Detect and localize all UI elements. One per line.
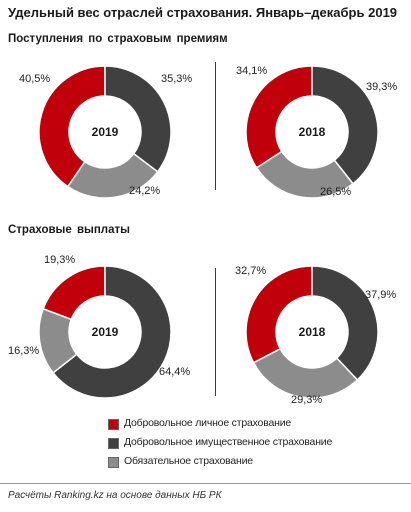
section-title-premiums: Поступления по страховым премиям xyxy=(8,33,228,45)
donut-center-year: 2019 xyxy=(92,125,119,139)
slice-voluntary-personal xyxy=(245,65,313,169)
divider-line xyxy=(215,62,216,190)
value-label: 16,3% xyxy=(8,345,40,357)
slice-voluntary-property xyxy=(311,65,379,185)
legend-swatch xyxy=(108,438,119,449)
chart-title: Удельный вес отраслей страхования. Январ… xyxy=(8,5,398,20)
source-note: Расчёты Ranking.kz на основе данных НБ Р… xyxy=(8,490,222,501)
legend-label: Добровольное личное страхование xyxy=(124,417,291,429)
value-label: 39,3% xyxy=(366,81,398,93)
slice-voluntary-property xyxy=(311,265,379,381)
value-label: 32,7% xyxy=(235,265,267,277)
value-label: 40,5% xyxy=(19,73,51,85)
slice-mandatory xyxy=(66,152,159,199)
value-label: 19,3% xyxy=(44,254,76,266)
slice-voluntary-property xyxy=(52,265,172,399)
donut-premiums-2019: 2019 xyxy=(35,62,175,202)
slice-voluntary-property xyxy=(104,65,172,173)
source-divider xyxy=(0,483,411,484)
donut-payouts-2018: 2018 xyxy=(242,262,382,402)
donut-center-year: 2018 xyxy=(299,325,326,339)
value-label: 26,5% xyxy=(320,186,352,198)
slice-mandatory xyxy=(38,307,78,374)
section-title-payouts: Страховые выплаты xyxy=(8,224,130,236)
legend-label: Обязательное страхование xyxy=(124,455,253,467)
slice-mandatory xyxy=(255,150,355,199)
slice-voluntary-personal xyxy=(42,265,106,321)
legend-swatch xyxy=(108,457,119,468)
slice-voluntary-personal xyxy=(38,65,106,188)
divider-line xyxy=(215,268,216,396)
value-label: 64,4% xyxy=(159,366,191,378)
legend-swatch xyxy=(108,419,119,430)
value-label: 24,2% xyxy=(129,185,161,197)
slice-voluntary-personal xyxy=(245,265,313,364)
donut-center-year: 2018 xyxy=(299,125,326,139)
value-label: 34,1% xyxy=(236,65,268,77)
slice-mandatory xyxy=(252,347,359,399)
legend-label: Добровольное имущественное страхование xyxy=(124,436,333,448)
value-label: 37,9% xyxy=(365,289,397,301)
value-label: 29,3% xyxy=(291,394,323,406)
donut-payouts-2019: 2019 xyxy=(35,262,175,402)
donut-premiums-2018: 2018 xyxy=(242,62,382,202)
donut-center-year: 2019 xyxy=(92,325,119,339)
value-label: 35,3% xyxy=(161,73,193,85)
